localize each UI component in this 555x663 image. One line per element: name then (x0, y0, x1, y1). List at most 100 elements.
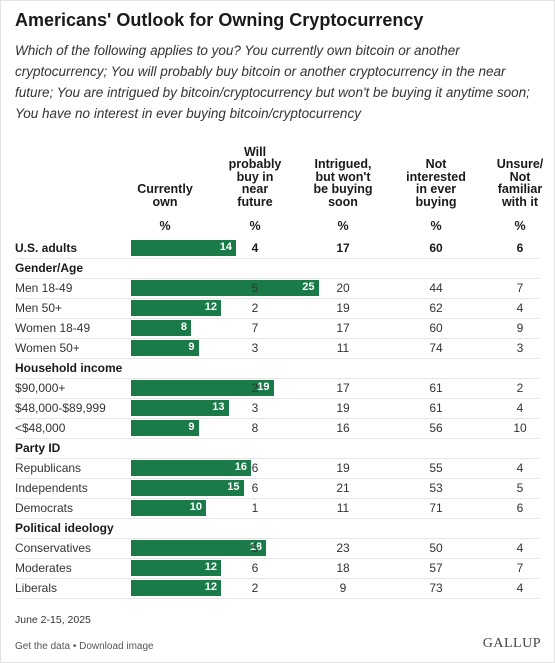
value-cell: 3 (251, 341, 259, 355)
table-row: Women 50+ 9 3 11 74 3 (15, 338, 540, 359)
gallup-logo: GALLUP (482, 636, 541, 651)
value-cell: 56 (429, 421, 443, 435)
column-header: Currently own (137, 182, 193, 209)
table-row: Conservatives 18 5 23 50 4 (15, 538, 540, 559)
value-cell: 6 (251, 481, 259, 495)
bar-value-label: 8 (180, 321, 187, 333)
bar-value-label: 19 (257, 381, 270, 393)
value-cell: 2 (251, 381, 259, 395)
bar-value-label: 25 (302, 281, 315, 293)
table-row: <$48,000 9 8 16 56 10 (15, 418, 540, 439)
group-label: Gender/Age (15, 261, 84, 275)
group-label: Household income (15, 361, 123, 375)
table-row: Men 18-49 25 5 20 44 7 (15, 278, 540, 299)
value-cell: 73 (429, 581, 443, 595)
value-cell: 50 (429, 541, 443, 555)
currently-own-bar (131, 300, 221, 316)
column-unit: % (249, 219, 261, 233)
column-unit: % (159, 219, 171, 233)
bar-value-label: 14 (219, 241, 232, 253)
row-label: Women 18-49 (15, 321, 91, 335)
value-cell: 6 (251, 461, 259, 475)
row-label: Men 18-49 (15, 281, 73, 295)
bar-value-label: 16 (234, 461, 247, 473)
row-label: Women 50+ (15, 341, 80, 355)
currently-own-bar (131, 540, 266, 556)
group-label: Party ID (15, 441, 61, 455)
table-row: $90,000+ 19 2 17 61 2 (15, 378, 540, 399)
value-cell: 6 (516, 501, 524, 515)
value-cell: 5 (251, 281, 259, 295)
row-label: $90,000+ (15, 381, 66, 395)
value-cell: 10 (513, 421, 527, 435)
value-cell: 20 (336, 281, 350, 295)
table-row: Independents 15 6 21 53 5 (15, 478, 540, 499)
value-cell: 4 (516, 541, 524, 555)
group-header-row: Household income (15, 358, 540, 379)
currently-own-bar (131, 320, 191, 336)
value-cell: 62 (429, 301, 443, 315)
value-cell: 9 (516, 321, 524, 335)
table-row: $48,000-$89,999 13 3 19 61 4 (15, 398, 540, 419)
value-cell: 3 (516, 341, 524, 355)
value-cell: 4 (516, 401, 524, 415)
column-header: Will probably buy in near future (228, 144, 282, 209)
footer-links[interactable]: Get the data • Download image (15, 641, 154, 652)
currently-own-bar (131, 580, 221, 596)
value-cell: 60 (429, 321, 443, 335)
group-label: Political ideology (15, 521, 114, 535)
chart-subtitle: Which of the following applies to you? Y… (15, 43, 530, 121)
value-cell: 19 (336, 461, 350, 475)
currently-own-bar (131, 420, 199, 436)
value-cell: 6 (251, 561, 259, 575)
value-cell: 23 (336, 541, 350, 555)
value-cell: 16 (336, 421, 350, 435)
column-header: Not interested in ever buying (406, 157, 466, 209)
value-cell: 60 (429, 241, 443, 255)
row-label: $48,000-$89,999 (15, 401, 106, 415)
currently-own-bar (131, 240, 236, 256)
value-cell: 74 (429, 341, 443, 355)
value-cell: 44 (429, 281, 443, 295)
bar-value-label: 10 (189, 501, 202, 513)
column-header: Unsure/ Not familiar with it (496, 157, 544, 209)
value-cell: 61 (429, 381, 443, 395)
value-cell: 3 (251, 401, 259, 415)
value-cell: 7 (516, 561, 524, 575)
value-cell: 19 (336, 401, 350, 415)
currently-own-bar (131, 400, 229, 416)
value-cell: 61 (429, 401, 443, 415)
value-cell: 11 (336, 501, 350, 515)
value-cell: 57 (429, 561, 443, 575)
row-label: Conservatives (15, 541, 92, 555)
row-label: Independents (15, 481, 88, 495)
group-header-row: Gender/Age (15, 258, 540, 279)
row-label: Republicans (15, 461, 82, 475)
row-label: Democrats (15, 501, 74, 515)
value-cell: 71 (429, 501, 443, 515)
column-header: Intrigued, but won't be buying soon (313, 157, 373, 209)
value-cell: 18 (336, 561, 350, 575)
row-label: U.S. adults (15, 241, 78, 255)
value-cell: 5 (251, 541, 259, 555)
row-label: Men 50+ (15, 301, 63, 315)
row-label: <$48,000 (15, 421, 66, 435)
chart-title: Americans' Outlook for Owning Cryptocurr… (15, 10, 424, 30)
currently-own-bar (131, 340, 199, 356)
currently-own-bar (131, 460, 251, 476)
value-cell: 17 (336, 321, 350, 335)
table-row: Men 50+ 12 2 19 62 4 (15, 298, 540, 319)
value-cell: 5 (516, 481, 524, 495)
group-header-row: Party ID (15, 438, 540, 459)
group-header-row: Political ideology (15, 518, 540, 539)
value-cell: 2 (251, 581, 259, 595)
value-cell: 4 (251, 241, 259, 255)
currently-own-bar (131, 480, 244, 496)
bar-value-label: 12 (204, 581, 217, 593)
row-label: Liberals (15, 581, 58, 595)
value-cell: 17 (336, 381, 350, 395)
row-label: Moderates (15, 561, 72, 575)
bar-value-label: 12 (204, 561, 217, 573)
value-cell: 7 (251, 321, 259, 335)
value-cell: 4 (516, 461, 524, 475)
